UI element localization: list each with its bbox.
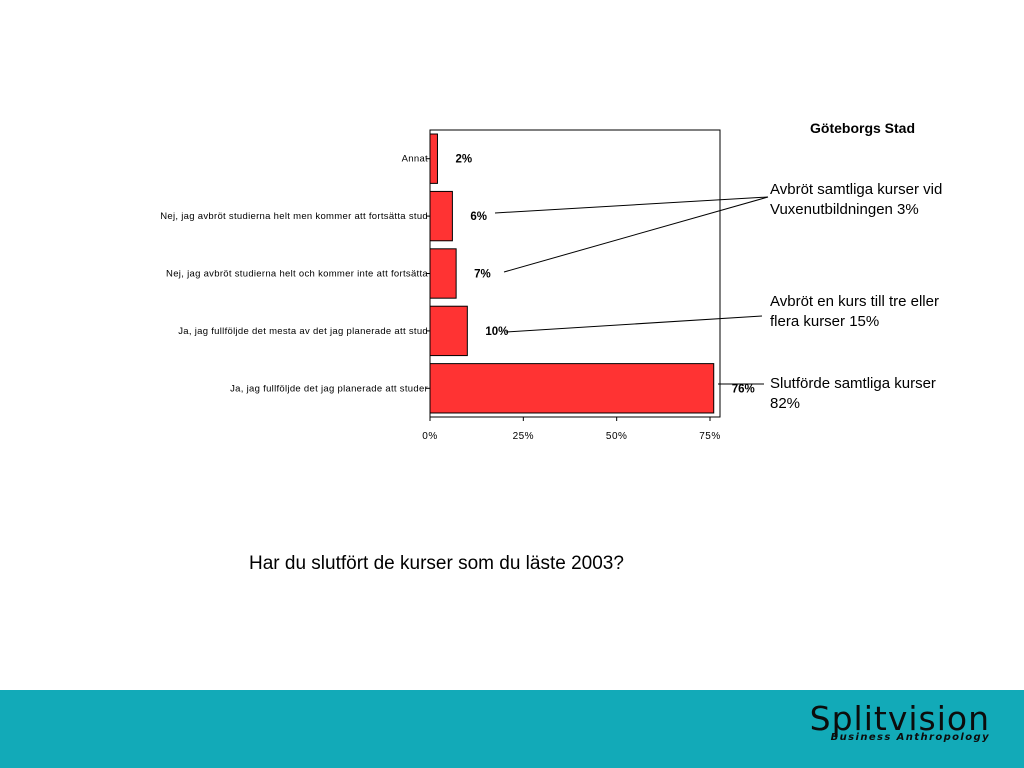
leader-line-3 — [505, 315, 763, 333]
data-label-4: 10% — [485, 326, 508, 338]
category-label-2: Nej, jag avbröt studierna helt men komme… — [160, 211, 428, 222]
leader-line-2 — [503, 196, 769, 273]
annotation-leader-lines — [494, 196, 769, 385]
annotation-3-line-1: Slutförde samtliga kurser — [770, 375, 936, 392]
x-tick-label-2: 25% — [513, 431, 535, 442]
data-label-1: 2% — [455, 154, 472, 166]
category-label-1: Annat — [402, 154, 428, 165]
bar-2 — [429, 190, 453, 242]
category-label-3: Nej, jag avbröt studierna helt och komme… — [166, 269, 428, 280]
annotation-3: Slutförde samtliga kurser 82% — [770, 375, 936, 412]
bars — [429, 133, 715, 414]
annotation-3-line-2: 82% — [770, 395, 800, 412]
bar-4 — [429, 305, 468, 357]
x-tick-label-1: 0% — [422, 431, 437, 442]
x-tick-label-3: 50% — [606, 431, 628, 442]
annotation-1-line-1: Avbröt samtliga kurser vid — [770, 181, 942, 198]
bar-chart: Annat Nej, jag avbröt studierna helt men … — [160, 120, 942, 442]
annotations: Avbröt samtliga kurser vid Vuxenutbildnin… — [770, 181, 942, 412]
x-axis-ticks: 0% 25% 50% 75% — [422, 417, 720, 442]
splitvision-logo: Splitvision Business Anthropology — [809, 699, 990, 744]
logo-tagline: Business Anthropology — [830, 732, 990, 743]
data-label-2: 6% — [470, 211, 487, 223]
annotation-2: Avbröt en kurs till tre eller flera kurse… — [770, 293, 939, 330]
data-labels: 2% 6% 7% 10% 76% — [455, 154, 754, 396]
category-labels: Annat Nej, jag avbröt studierna helt men … — [160, 154, 430, 394]
question-caption: Har du slutfört de kurser som du läste 2… — [249, 553, 624, 574]
logo-wordmark: Splitvision — [809, 699, 990, 738]
annotation-2-line-2: flera kurser 15% — [770, 313, 879, 330]
bar-1 — [429, 133, 438, 184]
annotation-1: Avbröt samtliga kurser vid Vuxenutbildnin… — [770, 181, 942, 218]
footer-band: Splitvision Business Anthropology — [0, 690, 1024, 768]
x-tick-label-4: 75% — [699, 431, 721, 442]
data-label-3: 7% — [474, 269, 491, 281]
chart-title: Göteborgs Stad — [810, 120, 915, 136]
annotation-1-line-2: Vuxenutbildningen 3% — [770, 201, 919, 218]
bar-5 — [429, 363, 715, 414]
bar-3 — [429, 248, 457, 299]
category-label-4: Ja, jag fullföljde det mesta av det jag … — [178, 326, 428, 337]
data-label-5: 76% — [732, 383, 755, 395]
leader-line-1 — [494, 196, 769, 214]
annotation-2-line-1: Avbröt en kurs till tre eller — [770, 293, 939, 310]
category-label-5: Ja, jag fullföljde det jag planerade att… — [230, 383, 428, 394]
